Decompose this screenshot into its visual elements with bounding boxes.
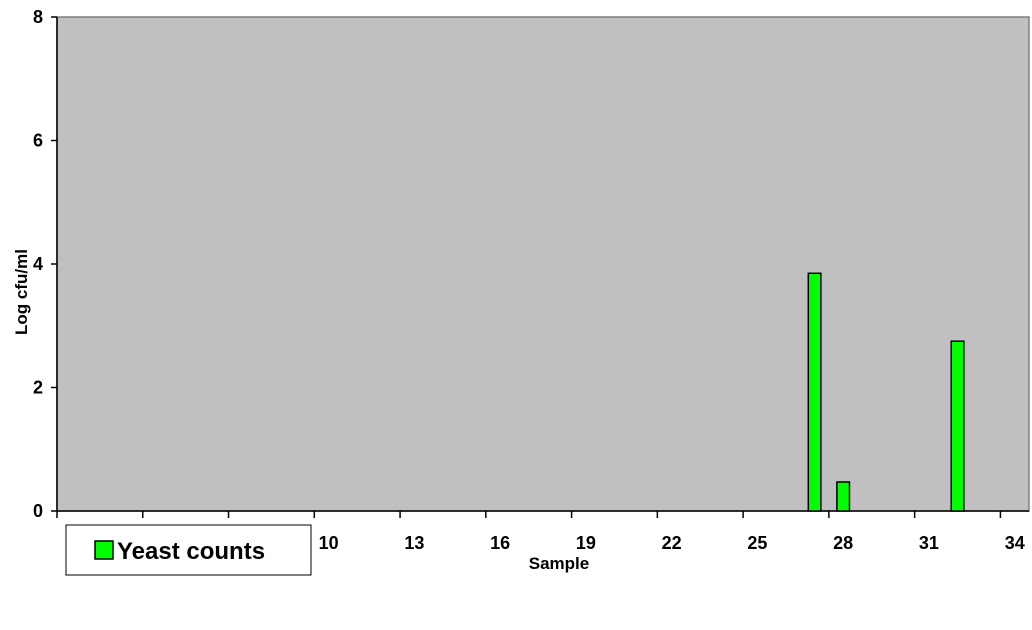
y-tick-label: 8 [33,7,43,27]
y-tick-label: 2 [33,378,43,398]
bars [807,272,965,512]
x-tick-label: 16 [490,533,510,553]
y-tick-label: 4 [33,254,43,274]
legend-swatch [94,540,114,560]
y-tick-label: 6 [33,131,43,151]
legend: Yeast counts [65,524,312,576]
x-tick-label: 28 [833,533,853,553]
y-axis-title: Log cfu/ml [12,249,31,335]
x-tick-label: 31 [919,533,939,553]
legend-label: Yeast counts [117,538,265,565]
x-axis-title: Sample [529,554,589,573]
bar-sample-32 [950,340,965,512]
x-tick-label: 10 [319,533,339,553]
x-tick-label: 13 [404,533,424,553]
x-tick-label: 34 [1005,533,1025,553]
bar-sample-28 [836,481,851,512]
y-tick-label: 0 [33,501,43,521]
bar-sample-27 [807,272,822,512]
x-tick-label: 19 [576,533,596,553]
y-axis: 0 2 4 6 8 [33,7,58,521]
x-tick-label: 25 [747,533,767,553]
x-axis: 147101316192225283134 [56,510,1029,553]
plot-area [56,16,1030,512]
x-tick-label: 22 [662,533,682,553]
